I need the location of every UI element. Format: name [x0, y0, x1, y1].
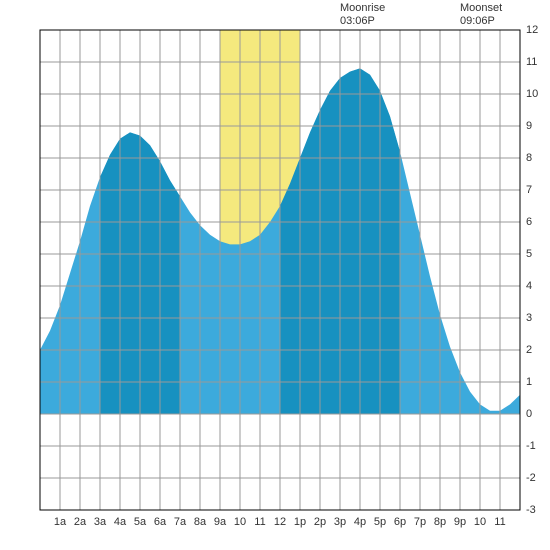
x-tick-label: 4a	[114, 516, 126, 528]
top-label-time: 09:06P	[460, 15, 502, 28]
y-tick-label: 3	[526, 312, 532, 324]
x-tick-label: 1a	[54, 516, 66, 528]
x-tick-label: 12	[274, 516, 286, 528]
x-tick-label: 8a	[194, 516, 206, 528]
x-tick-label: 4p	[354, 516, 366, 528]
tide-chart: 1a2a3a4a5a6a7a8a9a1011121p2p3p4p5p6p7p8p…	[0, 0, 550, 550]
moonset-label: Moonset09:06P	[460, 2, 502, 28]
x-tick-label: 3p	[334, 516, 346, 528]
x-tick-label: 5a	[134, 516, 146, 528]
y-tick-label: 0	[526, 408, 532, 420]
y-tick-label: 10	[526, 88, 538, 100]
x-tick-label: 11	[254, 516, 265, 528]
moonrise-label: Moonrise03:06P	[340, 2, 385, 28]
x-tick-label: 8p	[434, 516, 446, 528]
y-tick-label: 6	[526, 216, 532, 228]
y-tick-label: 5	[526, 248, 532, 260]
x-tick-label: 2a	[74, 516, 86, 528]
y-tick-label: -2	[526, 472, 536, 484]
y-tick-label: 8	[526, 152, 532, 164]
x-tick-label: 7a	[174, 516, 186, 528]
chart-svg	[0, 0, 550, 550]
x-tick-label: 7p	[414, 516, 426, 528]
top-label-title: Moonrise	[340, 2, 385, 15]
x-tick-label: 6a	[154, 516, 166, 528]
top-label-title: Moonset	[460, 2, 502, 15]
x-tick-label: 9p	[454, 516, 466, 528]
x-tick-label: 5p	[374, 516, 386, 528]
x-tick-label: 2p	[314, 516, 326, 528]
x-tick-label: 6p	[394, 516, 406, 528]
y-tick-label: 11	[526, 56, 537, 68]
y-tick-label: 2	[526, 344, 532, 356]
x-tick-label: 3a	[94, 516, 106, 528]
x-tick-label: 11	[494, 516, 505, 528]
top-label-time: 03:06P	[340, 15, 385, 28]
y-tick-label: 7	[526, 184, 532, 196]
x-tick-label: 10	[474, 516, 486, 528]
y-tick-label: 9	[526, 120, 532, 132]
x-tick-label: 10	[234, 516, 246, 528]
y-tick-label: 12	[526, 24, 538, 36]
y-tick-label: 1	[526, 376, 532, 388]
x-tick-label: 1p	[294, 516, 306, 528]
y-tick-label: -1	[526, 440, 536, 452]
x-tick-label: 9a	[214, 516, 226, 528]
y-tick-label: 4	[526, 280, 532, 292]
y-tick-label: -3	[526, 504, 536, 516]
